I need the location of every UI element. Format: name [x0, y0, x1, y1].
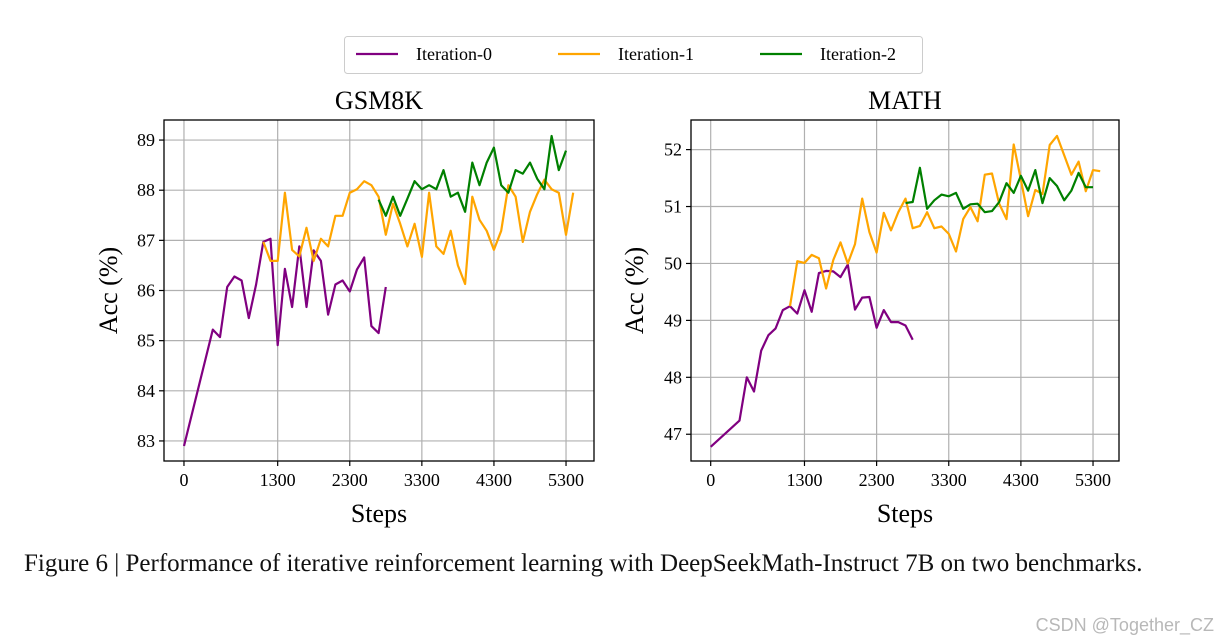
chart-gsm8k: 0 1300 2300 3300 4300 5300 83 84 85 86 87 88 89 GSM8K… [94, 86, 595, 528]
series-line-iteration-2 [377, 134, 568, 217]
y-tick-label: 83 [137, 431, 155, 451]
x-tick-label: 4300 [476, 470, 512, 490]
y-tick-label: 48 [664, 367, 682, 387]
x-tick-label: 4300 [1003, 470, 1039, 490]
x-tick-label: 1300 [786, 470, 822, 490]
x-tick-label: 1300 [260, 470, 296, 490]
y-axis-label: Acc (%) [620, 247, 649, 334]
y-tick-label: 50 [664, 253, 682, 273]
x-tick-label: 0 [706, 470, 715, 490]
legend: Iteration-0 Iteration-1 Iteration-2 [344, 36, 923, 74]
legend-box [344, 36, 923, 74]
series-line-iteration-1 [788, 134, 1101, 307]
x-axis-label: Steps [877, 499, 933, 528]
x-tick-label: 5300 [1075, 470, 1111, 490]
y-tick-label: 52 [664, 140, 682, 160]
y-tick-label: 89 [137, 130, 155, 150]
legend-label: Iteration-0 [416, 44, 492, 64]
y-tick-label: 87 [137, 230, 155, 250]
chart-title: GSM8K [335, 86, 423, 115]
legend-label: Iteration-2 [820, 44, 896, 64]
x-tick-label: 5300 [548, 470, 584, 490]
y-tick-label: 49 [664, 310, 682, 330]
x-axis-label: Steps [351, 499, 407, 528]
axes-frame [690, 119, 1120, 462]
figure-caption: Figure 6 | Performance of iterative rein… [24, 550, 1143, 577]
y-tick-label: 51 [664, 197, 682, 217]
y-tick-label: 84 [137, 381, 155, 401]
series-line-iteration-2 [905, 166, 1093, 214]
y-axis-label: Acc (%) [94, 247, 123, 334]
x-tick-label: 2300 [332, 470, 368, 490]
y-tick-label: 86 [137, 281, 155, 301]
legend-label: Iteration-1 [618, 44, 694, 64]
series-line-iteration-1 [262, 178, 575, 286]
y-tick-label: 85 [137, 331, 155, 351]
chart-title: MATH [868, 86, 942, 115]
chart-math: 0 1300 2300 3300 4300 5300 47 48 49 50 51 52 MATH Ste… [620, 86, 1120, 528]
x-tick-label: 3300 [404, 470, 440, 490]
x-tick-label: 3300 [931, 470, 967, 490]
y-tick-label: 88 [137, 180, 155, 200]
series-line-iteration-0 [709, 263, 914, 448]
y-tick-label: 47 [664, 424, 682, 444]
x-tick-label: 0 [179, 470, 188, 490]
watermark: CSDN @Together_CZ [1035, 615, 1214, 635]
x-tick-label: 2300 [859, 470, 895, 490]
series-line-iteration-0 [182, 237, 387, 447]
